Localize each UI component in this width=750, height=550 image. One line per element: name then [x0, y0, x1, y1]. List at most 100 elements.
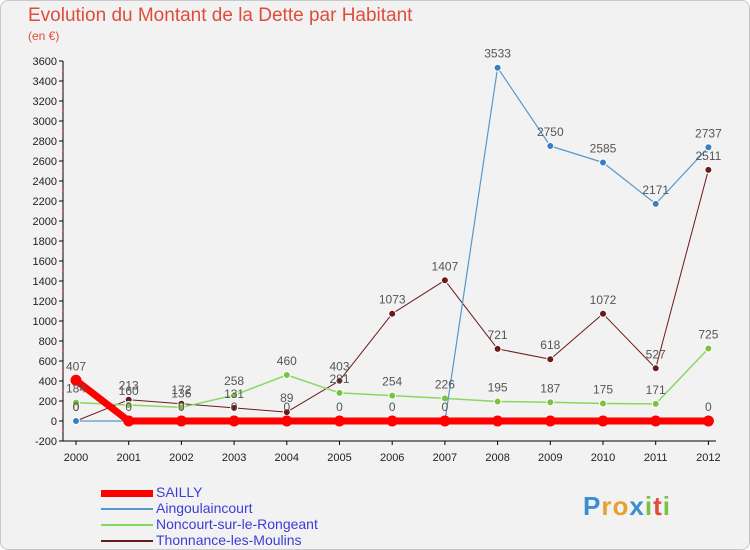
data-point — [124, 401, 133, 409]
data-point — [599, 158, 607, 167]
y-minor-mark — [62, 230, 64, 232]
y-tick-label: 800 — [39, 336, 57, 348]
x-tick-label: 2001 — [116, 452, 140, 464]
y-tick-label: 1400 — [33, 276, 57, 288]
data-point — [704, 143, 713, 152]
data-label: 175 — [593, 383, 613, 397]
data-point — [386, 415, 398, 427]
y-minor-mark — [62, 150, 64, 152]
data-label: 184 — [66, 382, 86, 396]
y-tick-label: 1600 — [33, 256, 57, 268]
data-label: 2750 — [537, 125, 564, 139]
x-tick-label: 2006 — [380, 452, 404, 464]
data-point — [651, 199, 660, 208]
data-point — [597, 415, 609, 427]
data-label: 527 — [646, 347, 666, 361]
data-label: 187 — [540, 381, 560, 395]
x-tick-label: 2010 — [591, 452, 615, 464]
data-label: 1407 — [432, 259, 459, 273]
data-label: 0 — [705, 400, 712, 414]
legend-label: Aingoulaincourt — [156, 500, 253, 516]
y-minor-mark — [62, 270, 64, 272]
data-point — [439, 415, 451, 427]
data-point — [281, 415, 293, 427]
data-point — [704, 344, 713, 353]
data-point — [72, 398, 80, 407]
logo-letter: P — [583, 491, 602, 521]
data-point — [123, 415, 135, 427]
y-minor-mark — [62, 430, 64, 432]
proxiti-logo: Proxiti — [583, 491, 671, 522]
y-minor-mark — [62, 330, 64, 332]
data-label: 0 — [231, 400, 238, 414]
data-point — [70, 374, 82, 386]
data-label: 2171 — [642, 183, 669, 197]
data-label: 618 — [540, 338, 560, 352]
data-label: 1073 — [379, 293, 406, 307]
y-minor-mark — [62, 370, 64, 372]
data-point — [177, 403, 186, 412]
y-tick-label: 3400 — [33, 76, 57, 88]
data-label: 195 — [488, 381, 508, 395]
y-tick-label: 600 — [39, 356, 57, 368]
y-tick-label: 2600 — [33, 156, 57, 168]
data-label: 172 — [171, 383, 191, 397]
data-point — [599, 399, 607, 408]
chart-title: Evolution du Montant de la Dette par Hab… — [28, 5, 413, 26]
data-point — [230, 391, 239, 400]
data-label: 2511 — [695, 149, 721, 163]
data-label: 3533 — [484, 47, 511, 61]
data-label: 281 — [329, 372, 349, 386]
legend-label: Thonnance-les-Moulins — [156, 532, 302, 548]
x-tick-label: 2009 — [538, 452, 562, 464]
data-label: 0 — [389, 400, 396, 414]
logo-letter: x — [629, 491, 645, 521]
data-point — [72, 417, 80, 425]
legend-swatch — [101, 524, 153, 526]
data-point — [492, 415, 504, 427]
y-minor-mark — [62, 170, 64, 172]
data-label: 0 — [283, 400, 290, 414]
data-label: 725 — [698, 328, 718, 342]
data-label: 160 — [119, 384, 139, 398]
data-point — [228, 415, 240, 427]
data-label: 89 — [280, 391, 294, 405]
y-tick-label: 3200 — [33, 96, 57, 108]
y-minor-mark — [62, 110, 64, 112]
y-minor-mark — [62, 390, 64, 392]
x-tick-label: 2011 — [644, 452, 668, 464]
data-label: 0 — [73, 400, 80, 414]
data-point — [651, 399, 660, 408]
data-point — [651, 364, 660, 373]
data-point — [599, 309, 607, 318]
data-point — [546, 142, 555, 150]
data-label: 0 — [125, 400, 132, 414]
y-minor-mark — [62, 310, 64, 312]
data-point — [440, 276, 449, 285]
data-point — [546, 355, 555, 364]
data-label: 0 — [442, 400, 449, 414]
data-label: 2737 — [695, 126, 722, 140]
data-point — [702, 415, 714, 427]
x-tick-label: 2000 — [64, 452, 88, 464]
logo-letter: o — [612, 491, 630, 521]
y-minor-mark — [62, 70, 64, 72]
legend-label: SAILLY — [156, 484, 203, 500]
logo-letter: t — [653, 491, 663, 521]
data-point — [282, 371, 291, 379]
y-tick-label: 2400 — [33, 176, 57, 188]
data-point — [493, 63, 502, 72]
x-tick-label: 2002 — [169, 452, 193, 464]
x-tick-label: 2003 — [222, 452, 246, 464]
data-label: 226 — [435, 377, 455, 391]
data-point — [388, 309, 397, 318]
logo-letter: r — [601, 491, 613, 521]
y-minor-mark — [62, 210, 64, 212]
x-tick-label: 2007 — [433, 452, 457, 464]
data-point — [704, 165, 713, 174]
logo-letter: i — [662, 491, 671, 521]
y-tick-label: 2200 — [33, 196, 57, 208]
x-tick-label: 2004 — [275, 452, 299, 464]
